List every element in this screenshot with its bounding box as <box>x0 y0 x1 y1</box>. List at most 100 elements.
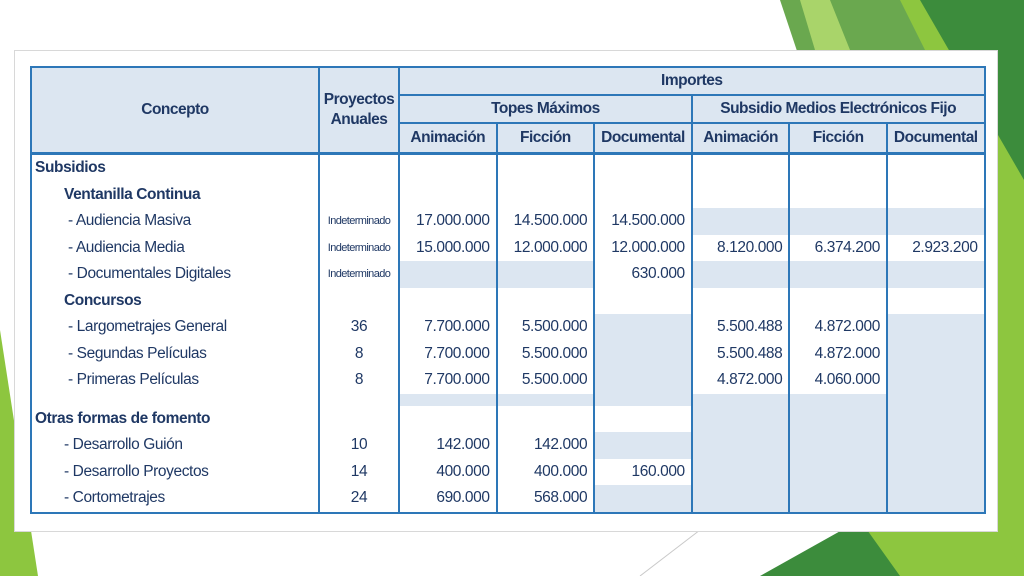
header-row-2: Topes Máximos Subsidio Medios Electrónic… <box>31 95 986 124</box>
header-importes: Importes <box>399 67 986 96</box>
header-row-1: Concepto Proyectos Anuales Importes <box>31 67 986 155</box>
table-row: Ventanilla Continua <box>31 181 986 208</box>
row-amount-cell: 568.000 <box>496 485 596 513</box>
separator-cell <box>319 393 400 406</box>
row-proyectos-anuales: 36 <box>319 314 400 341</box>
row-amount-cell <box>691 261 791 288</box>
table-row: - Desarrollo Guión 10 142.000 142.000 <box>31 432 986 459</box>
row-amount-cell: 690.000 <box>399 485 498 513</box>
row-concept: - Desarrollo Guión <box>31 432 320 459</box>
header-col-animacion-topes: Animación <box>399 123 498 155</box>
row-amount-cell: 5.500.488 <box>691 314 791 341</box>
row-amount-cell: 160.000 <box>594 458 693 485</box>
row-concept: Ventanilla Continua <box>31 181 320 208</box>
row-amount-cell <box>399 287 498 314</box>
green-shape-bottom-light <box>860 520 1024 576</box>
row-amount-cell <box>886 432 986 459</box>
table-row: - Documentales Digitales Indeterminado 630… <box>31 261 986 288</box>
row-amount-cell: 4.872.000 <box>691 367 791 394</box>
header-col-ficcion-topes: Ficción <box>496 123 596 155</box>
row-amount-cell: 4.872.000 <box>789 340 888 367</box>
row-amount-cell: 142.000 <box>496 432 596 459</box>
separator-cell <box>886 393 986 406</box>
row-proyectos-anuales: 8 <box>319 367 400 394</box>
row-amount-cell <box>886 485 986 513</box>
row-amount-cell: 142.000 <box>399 432 498 459</box>
row-proyectos-anuales: 24 <box>319 485 400 513</box>
row-amount-cell: 8.120.000 <box>691 234 791 261</box>
row-amount-cell <box>399 181 498 208</box>
row-concept: - Audiencia Masiva <box>31 208 320 235</box>
row-amount-cell <box>789 153 888 182</box>
row-amount-cell <box>496 181 596 208</box>
row-amount-cell <box>399 405 498 432</box>
row-concept: - Documentales Digitales <box>31 261 320 288</box>
row-proyectos-anuales <box>319 287 400 314</box>
row-proyectos-anuales: Indeterminado <box>319 234 400 261</box>
row-amount-cell <box>594 314 693 341</box>
row-amount-cell: 5.500.000 <box>496 340 596 367</box>
row-amount-cell <box>789 485 888 513</box>
row-amount-cell <box>594 153 693 182</box>
header-concepto: Concepto <box>31 67 320 155</box>
separator-cell <box>496 393 596 406</box>
row-amount-cell: 7.700.000 <box>399 314 498 341</box>
row-amount-cell: 6.374.200 <box>789 234 888 261</box>
header-col-animacion-subsidio: Animación <box>691 123 791 155</box>
row-amount-cell: 5.500.000 <box>496 367 596 394</box>
row-proyectos-anuales: 14 <box>319 458 400 485</box>
table-row: Concursos <box>31 287 986 314</box>
row-proyectos-anuales <box>319 181 400 208</box>
table-row: - Desarrollo Proyectos 14 400.000 400.000 16… <box>31 458 986 485</box>
row-amount-cell <box>594 340 693 367</box>
header-proyectos: Proyectos Anuales <box>319 67 400 155</box>
row-amount-cell <box>886 153 986 182</box>
table-row: - Audiencia Media Indeterminado 15.000.000… <box>31 234 986 261</box>
row-amount-cell <box>789 181 888 208</box>
separator-cell <box>594 393 693 406</box>
table-body: Subsidios Ventanilla Continua - Audiencia … <box>31 153 986 513</box>
separator-cell <box>399 393 498 406</box>
row-amount-cell <box>886 340 986 367</box>
row-amount-cell <box>496 153 596 182</box>
table-row: - Cortometrajes 24 690.000 568.000 <box>31 485 986 513</box>
row-amount-cell: 12.000.000 <box>496 234 596 261</box>
row-concept: - Largometrajes General <box>31 314 320 341</box>
table-row: - Primeras Películas 8 7.700.000 5.500.000 4… <box>31 367 986 394</box>
row-amount-cell <box>886 405 986 432</box>
row-amount-cell: 17.000.000 <box>399 208 498 235</box>
row-proyectos-anuales <box>319 153 400 182</box>
thin-line-bottom <box>639 529 701 576</box>
row-proyectos-anuales: 10 <box>319 432 400 459</box>
row-amount-cell <box>496 287 596 314</box>
header-subsidio-medios: Subsidio Medios Electrónicos Fijo <box>691 95 986 124</box>
row-amount-cell <box>691 432 791 459</box>
budget-table: Concepto Proyectos Anuales Importes Tope… <box>30 66 986 514</box>
row-amount-cell: 14.500.000 <box>496 208 596 235</box>
row-amount-cell: 4.060.000 <box>789 367 888 394</box>
row-concept: Otras formas de fomento <box>31 405 320 432</box>
row-amount-cell <box>399 261 498 288</box>
row-amount-cell <box>789 261 888 288</box>
row-concept: - Desarrollo Proyectos <box>31 458 320 485</box>
row-amount-cell <box>886 208 986 235</box>
row-amount-cell <box>691 208 791 235</box>
row-amount-cell <box>594 405 693 432</box>
row-amount-cell <box>594 485 693 513</box>
row-concept: - Cortometrajes <box>31 485 320 513</box>
row-amount-cell <box>691 181 791 208</box>
row-amount-cell: 400.000 <box>399 458 498 485</box>
row-proyectos-anuales: Indeterminado <box>319 261 400 288</box>
row-proyectos-anuales <box>319 405 400 432</box>
separator-cell <box>691 393 791 406</box>
row-amount-cell <box>886 314 986 341</box>
row-concept: - Segundas Películas <box>31 340 320 367</box>
row-amount-cell <box>594 287 693 314</box>
header-row-3: Animación Ficción Documental Animación F… <box>31 123 986 155</box>
row-amount-cell <box>496 261 596 288</box>
row-amount-cell: 5.500.488 <box>691 340 791 367</box>
table-row: Subsidios <box>31 153 986 182</box>
row-amount-cell <box>789 208 888 235</box>
green-shape-top-light <box>800 0 850 50</box>
table-row: - Segundas Películas 8 7.700.000 5.500.000 5… <box>31 340 986 367</box>
